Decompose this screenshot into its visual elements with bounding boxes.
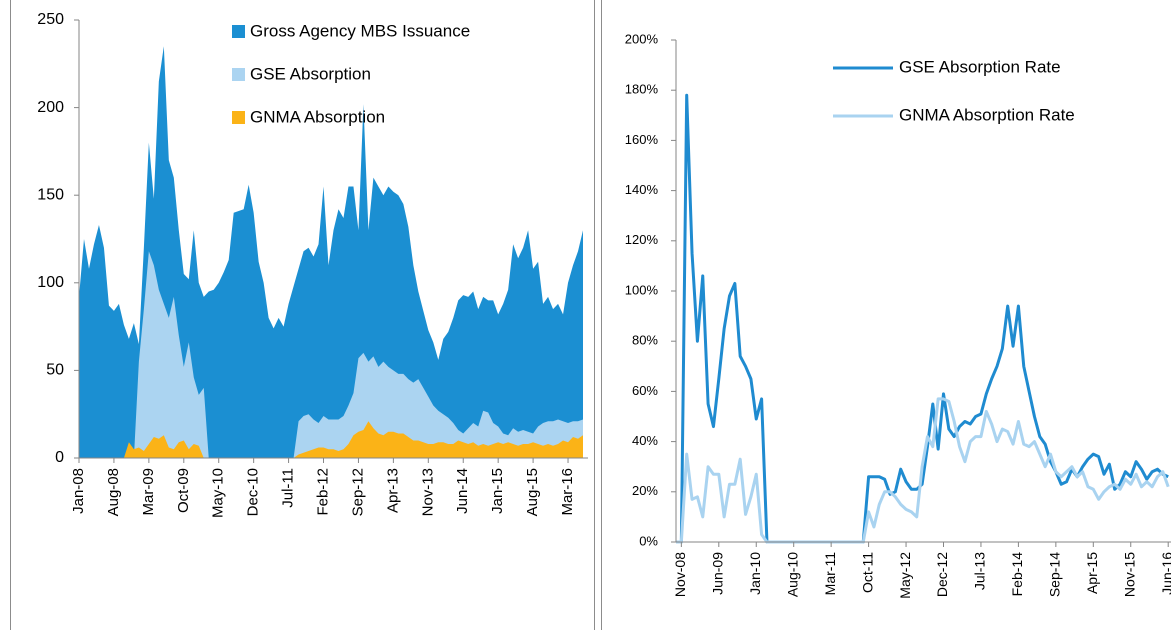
- x-tick-label: Sep-14: [1047, 552, 1063, 597]
- x-tick-label: Oct-11: [859, 552, 875, 593]
- x-tick-label: Feb-12: [314, 468, 331, 516]
- x-tick-label: Jan-08: [70, 468, 87, 514]
- x-tick-label: Aug-15: [524, 468, 541, 516]
- x-tick-label: May-10: [210, 468, 227, 518]
- area: [79, 421, 583, 458]
- y-tick-label: 100%: [625, 282, 659, 297]
- legend-swatch: [232, 111, 245, 124]
- x-tick-label: Aug-08: [105, 468, 122, 516]
- right-panel: [601, 0, 602, 630]
- y-tick-label: 0: [55, 449, 64, 466]
- y-tick-label: 100: [37, 274, 64, 291]
- x-tick-label: Jan-10: [747, 552, 763, 595]
- y-tick-label: 250: [37, 11, 64, 28]
- x-tick-label: Mar-16: [559, 468, 576, 516]
- x-tick-label: Aug-10: [784, 552, 800, 597]
- y-tick-label: 150: [37, 186, 64, 203]
- legend-label: GNMA Absorption: [250, 107, 385, 126]
- legend-swatch: [232, 68, 245, 81]
- x-tick-label: Jul-11: [280, 468, 297, 508]
- area: [79, 46, 583, 458]
- x-tick-label: Sep-12: [349, 468, 366, 516]
- x-tick-label: May-12: [897, 552, 913, 599]
- y-tick-label: 20%: [632, 483, 658, 498]
- x-tick-label: Nov-15: [1121, 552, 1137, 597]
- y-tick-label: 200: [37, 99, 64, 116]
- legend-label: Gross Agency MBS Issuance: [250, 21, 470, 40]
- y-tick-label: 160%: [625, 132, 659, 147]
- legend-swatch: [232, 25, 245, 38]
- area: [79, 251, 583, 458]
- y-tick-label: 60%: [632, 383, 658, 398]
- line: [676, 397, 1170, 544]
- x-tick-label: Apr-15: [1084, 552, 1100, 594]
- y-tick-label: 0%: [639, 533, 658, 548]
- x-tick-label: Nov-08: [672, 552, 688, 597]
- x-tick-label: Dec-10: [245, 468, 262, 516]
- x-tick-label: Jul-13: [972, 552, 988, 590]
- x-tick-label: Oct-09: [175, 468, 192, 513]
- y-tick-label: 200%: [625, 31, 659, 46]
- y-tick-label: 120%: [625, 232, 659, 247]
- x-tick-label: Jan-15: [489, 468, 506, 514]
- y-tick-label: 50: [46, 362, 64, 379]
- x-tick-label: Jun-14: [454, 468, 471, 514]
- y-tick-label: 80%: [632, 333, 658, 348]
- x-tick-label: Mar-09: [140, 468, 157, 516]
- x-tick-label: Nov-13: [419, 468, 436, 516]
- legend-label: GSE Absorption Rate: [899, 57, 1061, 76]
- line: [676, 93, 1169, 544]
- x-tick-label: Apr-13: [384, 468, 401, 513]
- left-panel: [10, 0, 595, 630]
- x-tick-label: Mar-11: [822, 552, 838, 596]
- legend-label: GNMA Absorption Rate: [899, 105, 1075, 124]
- y-tick-label: 140%: [625, 182, 659, 197]
- x-tick-label: Feb-14: [1009, 552, 1025, 597]
- y-tick-label: 180%: [625, 82, 659, 97]
- x-tick-label: Dec-12: [934, 552, 950, 597]
- y-tick-label: 40%: [632, 433, 658, 448]
- legend-label: GSE Absorption: [250, 64, 371, 83]
- x-tick-label: Jun-09: [710, 552, 726, 595]
- x-tick-label: Jun-16: [1159, 552, 1171, 595]
